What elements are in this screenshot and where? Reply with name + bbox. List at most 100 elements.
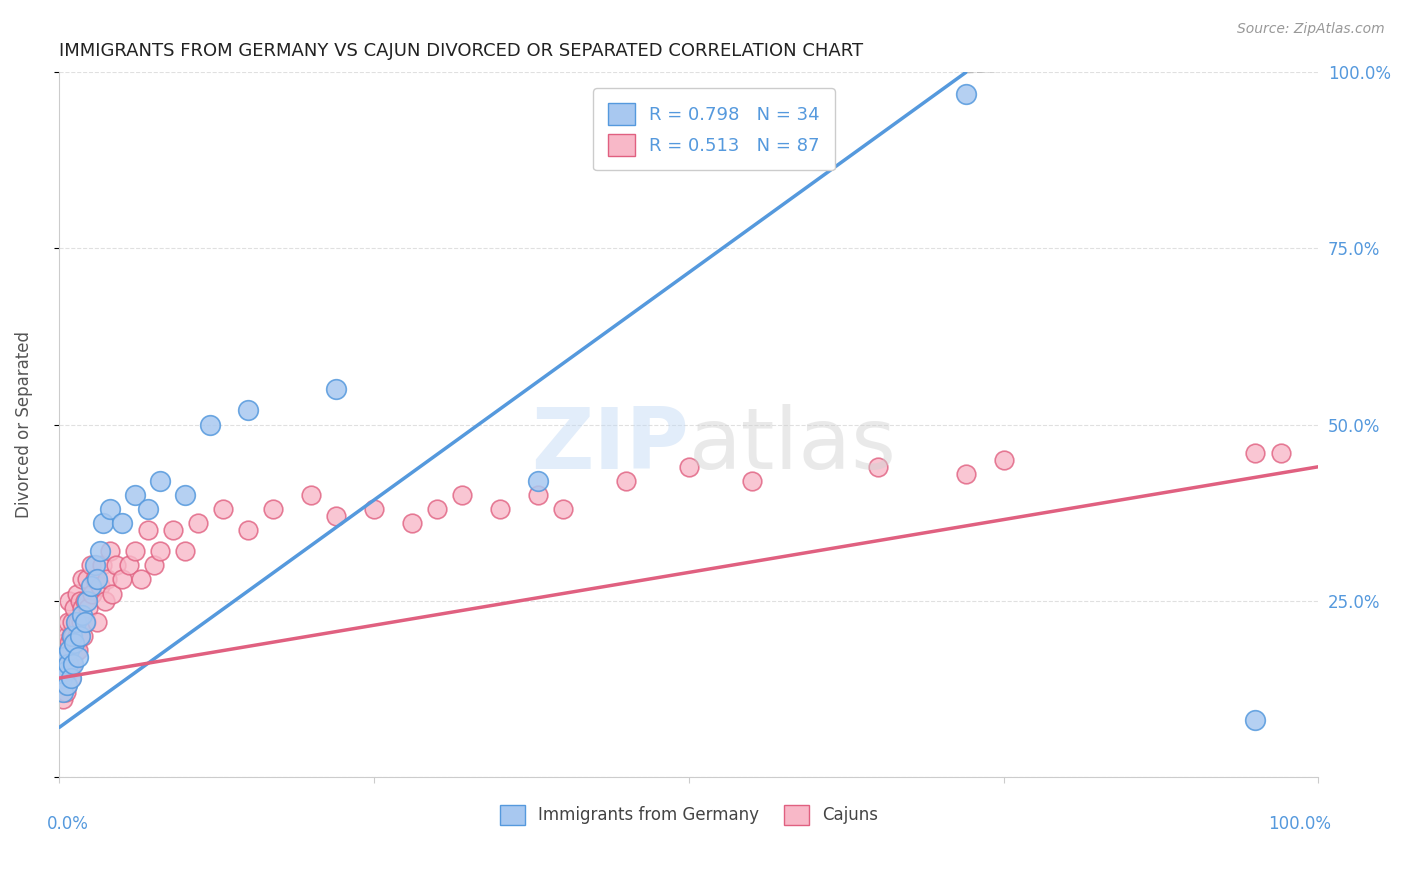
Point xyxy=(56,678,79,692)
Legend: Immigrants from Germany, Cajuns: Immigrants from Germany, Cajuns xyxy=(494,798,884,831)
Point xyxy=(80,580,103,594)
Point xyxy=(52,671,75,685)
Point xyxy=(82,586,104,600)
Point xyxy=(86,615,108,629)
Point xyxy=(91,558,114,573)
Point xyxy=(69,615,91,629)
Point xyxy=(58,657,80,671)
Point xyxy=(993,452,1015,467)
Point xyxy=(62,649,84,664)
Point xyxy=(93,516,115,530)
Point xyxy=(53,657,76,671)
Point xyxy=(67,615,90,629)
Point xyxy=(58,593,80,607)
Point xyxy=(89,544,111,558)
Point xyxy=(62,629,84,643)
Point xyxy=(65,643,87,657)
Point xyxy=(59,671,82,685)
Point xyxy=(56,649,79,664)
Point xyxy=(51,685,73,699)
Point xyxy=(117,558,139,573)
Point xyxy=(63,636,86,650)
Point xyxy=(98,544,121,558)
Point xyxy=(149,474,172,488)
Point xyxy=(63,600,86,615)
Point xyxy=(80,558,103,573)
Text: 0.0%: 0.0% xyxy=(46,815,89,833)
Point xyxy=(426,502,449,516)
Point xyxy=(174,488,197,502)
Text: atlas: atlas xyxy=(689,404,897,487)
Point xyxy=(55,664,77,678)
Point xyxy=(52,649,75,664)
Point xyxy=(76,573,98,587)
Point xyxy=(1244,713,1267,727)
Point xyxy=(325,382,347,396)
Point xyxy=(52,692,75,706)
Point xyxy=(77,600,100,615)
Point xyxy=(136,523,159,537)
Point xyxy=(238,403,260,417)
Point xyxy=(955,467,977,481)
Point xyxy=(63,636,86,650)
Point xyxy=(451,488,474,502)
Point xyxy=(69,629,91,643)
Point xyxy=(52,685,75,699)
Point xyxy=(55,671,77,685)
Point xyxy=(53,649,76,664)
Point xyxy=(136,502,159,516)
Point xyxy=(58,636,80,650)
Point xyxy=(69,593,91,607)
Point xyxy=(73,615,96,629)
Point xyxy=(142,558,165,573)
Point xyxy=(83,558,105,573)
Point xyxy=(51,671,73,685)
Point xyxy=(741,474,763,488)
Point xyxy=(56,629,79,643)
Y-axis label: Divorced or Separated: Divorced or Separated xyxy=(15,331,32,518)
Text: 100.0%: 100.0% xyxy=(1268,815,1331,833)
Point xyxy=(60,657,83,671)
Point xyxy=(124,544,146,558)
Point xyxy=(955,87,977,101)
Point xyxy=(75,615,97,629)
Point xyxy=(58,643,80,657)
Point xyxy=(60,629,83,643)
Point xyxy=(58,657,80,671)
Point xyxy=(59,671,82,685)
Point xyxy=(60,643,83,657)
Point xyxy=(101,586,124,600)
Point xyxy=(65,615,87,629)
Point xyxy=(70,573,93,587)
Point xyxy=(129,573,152,587)
Point xyxy=(69,629,91,643)
Point xyxy=(55,685,77,699)
Point xyxy=(401,516,423,530)
Point xyxy=(363,502,385,516)
Point xyxy=(162,523,184,537)
Point xyxy=(866,459,889,474)
Point xyxy=(262,502,284,516)
Point xyxy=(614,474,637,488)
Point xyxy=(73,593,96,607)
Point xyxy=(105,558,128,573)
Point xyxy=(55,664,77,678)
Point xyxy=(325,509,347,524)
Point xyxy=(67,649,90,664)
Point xyxy=(53,636,76,650)
Point xyxy=(66,586,89,600)
Point xyxy=(238,523,260,537)
Point xyxy=(58,615,80,629)
Point xyxy=(56,678,79,692)
Point xyxy=(96,573,118,587)
Point xyxy=(124,488,146,502)
Point xyxy=(489,502,512,516)
Point xyxy=(59,629,82,643)
Point xyxy=(111,573,134,587)
Point xyxy=(67,643,90,657)
Text: ZIP: ZIP xyxy=(531,404,689,487)
Point xyxy=(76,593,98,607)
Point xyxy=(1270,446,1292,460)
Point xyxy=(174,544,197,558)
Point xyxy=(65,615,87,629)
